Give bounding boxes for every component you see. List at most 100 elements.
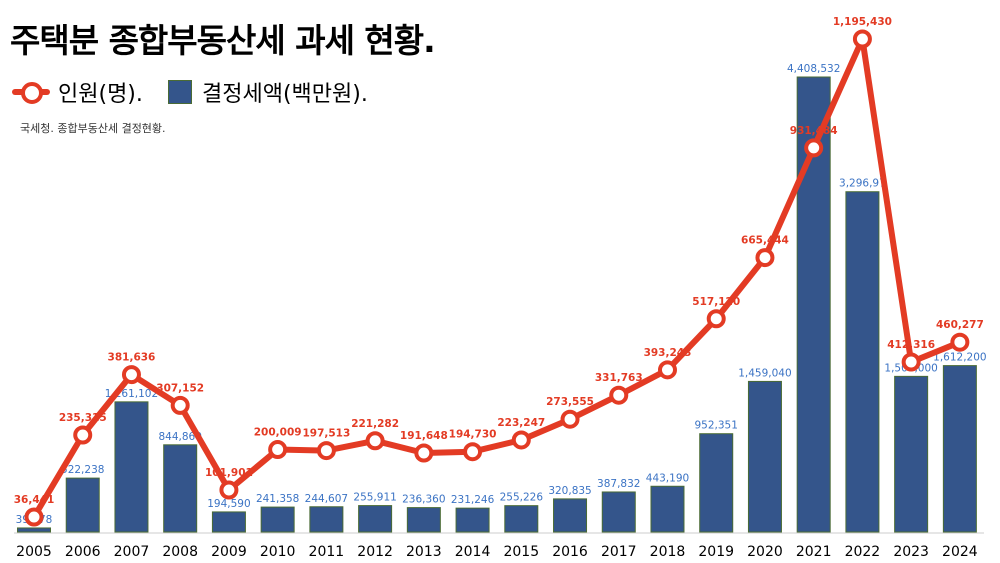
point-label-2016: 273,555 <box>546 396 594 408</box>
x-tick-2013: 2013 <box>406 544 442 560</box>
bar-2005 <box>17 527 51 533</box>
bar-label-2014: 231,246 <box>451 494 495 506</box>
point-label-2023: 412,316 <box>887 339 935 351</box>
x-tick-2007: 2007 <box>114 544 150 560</box>
point-label-2022: 1,195,430 <box>833 16 892 28</box>
point-label-2005: 36,441 <box>14 494 55 506</box>
point-2014 <box>463 442 483 462</box>
bar-2023 <box>894 375 929 533</box>
point-2011 <box>316 441 336 461</box>
point-label-2007: 381,636 <box>108 352 156 364</box>
bar-2015 <box>504 505 539 533</box>
bar-label-2019: 952,351 <box>695 420 738 432</box>
x-tick-2014: 2014 <box>455 544 491 560</box>
x-tick-2020: 2020 <box>747 544 783 560</box>
x-tick-2009: 2009 <box>211 544 247 560</box>
bar-2012 <box>358 505 393 533</box>
point-label-2009: 101,901 <box>205 467 253 479</box>
bar-label-2015: 255,226 <box>500 492 544 504</box>
point-label-2019: 517,120 <box>692 296 740 308</box>
point-label-2011: 197,513 <box>302 428 350 440</box>
point-2015 <box>511 430 531 450</box>
point-label-2020: 665,444 <box>741 235 789 247</box>
legend-tax-label: 결정세액(백만원). <box>202 82 368 107</box>
point-label-2006: 235,315 <box>59 412 107 424</box>
point-label-2018: 393,243 <box>644 347 692 359</box>
people-line <box>31 36 963 520</box>
x-tick-2023: 2023 <box>893 544 929 560</box>
bar-label-2010: 241,358 <box>256 493 299 505</box>
point-2024 <box>950 332 970 352</box>
point-2017 <box>609 385 629 405</box>
point-2010 <box>268 440 288 460</box>
bar-label-2013: 236,360 <box>402 494 445 506</box>
point-label-2017: 331,763 <box>595 372 643 384</box>
bar-label-2021: 4,408,532 <box>787 63 840 75</box>
point-label-2013: 191,648 <box>400 430 448 442</box>
bar-2014 <box>455 507 490 533</box>
bar-2013 <box>406 507 441 533</box>
bar-label-2018: 443,190 <box>646 472 689 484</box>
legend-people-label: 인원(명). <box>58 82 143 107</box>
bar-2006 <box>65 477 100 533</box>
x-tick-2015: 2015 <box>503 544 539 560</box>
bar-2009 <box>211 511 246 533</box>
x-tick-2024: 2024 <box>942 544 978 560</box>
bar-2010 <box>260 506 295 533</box>
legend-people: 인원(명). <box>12 76 143 108</box>
point-2009 <box>219 480 239 500</box>
x-tick-2022: 2022 <box>845 544 881 560</box>
bar-2024 <box>942 365 977 533</box>
point-2008 <box>170 395 190 415</box>
point-2019 <box>706 309 726 329</box>
point-2018 <box>657 360 677 380</box>
legend-tax: 결정세액(백만원). <box>168 76 368 108</box>
point-2012 <box>365 431 385 451</box>
point-2021 <box>804 138 824 158</box>
bar-2019 <box>699 433 734 533</box>
point-label-2024: 460,277 <box>936 319 984 331</box>
point-2013 <box>414 443 434 463</box>
bar-label-2009: 194,590 <box>207 498 250 510</box>
x-tick-2018: 2018 <box>650 544 686 560</box>
point-2022 <box>852 29 872 49</box>
bar-label-2022: 3,296,97 <box>839 178 886 190</box>
point-label-2008: 307,152 <box>156 382 204 394</box>
x-tick-2019: 2019 <box>698 544 734 560</box>
point-2023 <box>901 352 921 372</box>
bar-label-2017: 387,832 <box>597 478 640 490</box>
point-2020 <box>755 248 775 268</box>
point-label-2012: 221,282 <box>351 418 399 430</box>
bar-2016 <box>553 498 588 533</box>
bar-2018 <box>650 485 685 533</box>
bar-swatch-icon <box>168 80 192 104</box>
point-label-2015: 223,247 <box>497 417 545 429</box>
source-note: 국세청. 종합부동산세 결정현황. <box>20 122 166 135</box>
bar-label-2008: 844,860 <box>158 431 201 443</box>
bar-label-2020: 1,459,040 <box>738 367 791 379</box>
point-label-2021: 931,484 <box>790 125 838 137</box>
point-label-2014: 194,730 <box>449 429 497 441</box>
x-tick-2021: 2021 <box>796 544 832 560</box>
line-marker-icon <box>12 80 50 104</box>
bar-2008 <box>163 444 198 533</box>
chart-title: 주택분 종합부동산세 과세 현황. <box>10 21 436 60</box>
bar-2020 <box>747 380 782 533</box>
x-tick-2011: 2011 <box>309 544 345 560</box>
x-tick-2005: 2005 <box>16 544 52 560</box>
point-2007 <box>121 365 141 385</box>
point-2006 <box>73 425 93 445</box>
x-tick-2006: 2006 <box>65 544 101 560</box>
x-tick-2012: 2012 <box>357 544 393 560</box>
x-tick-2017: 2017 <box>601 544 637 560</box>
bar-2017 <box>601 491 636 533</box>
bar-2011 <box>309 506 344 533</box>
bar-label-2012: 255,911 <box>353 492 396 504</box>
x-tick-2010: 2010 <box>260 544 296 560</box>
bar-label-2011: 244,607 <box>305 493 348 505</box>
bar-label-2016: 320,835 <box>548 485 591 497</box>
point-2005 <box>24 507 44 527</box>
bar-label-2006: 522,238 <box>61 464 104 476</box>
point-2016 <box>560 409 580 429</box>
